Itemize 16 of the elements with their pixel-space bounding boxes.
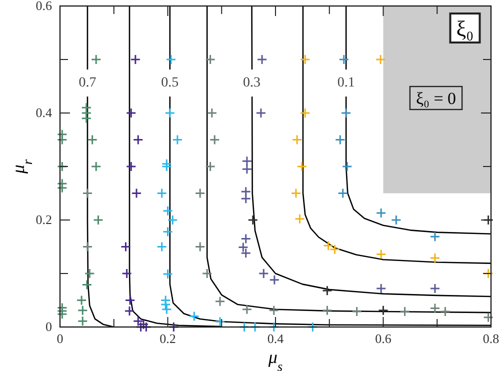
series-label: 0.5	[161, 76, 179, 91]
annotation: ξ₀ = 0	[416, 88, 456, 108]
x-axis-title: μ$_{s}$	[267, 347, 283, 371]
x-tick-label: 0.2	[160, 331, 176, 346]
x-tick-label: 0.6	[375, 331, 392, 346]
y-tick-label: 0.4	[36, 105, 52, 120]
x-tick-label: 0.8	[482, 331, 500, 346]
series-label: 0.7	[78, 76, 96, 91]
y-tick-label: 0	[46, 319, 52, 334]
chart-title: ξ₀	[456, 16, 474, 40]
series-label: 0.1	[337, 76, 355, 91]
x-tick-label: 0	[56, 331, 64, 346]
y-tick-label: 0.2	[36, 212, 52, 227]
x-tick-label: 0.4	[267, 331, 284, 346]
series-label: 0.3	[243, 76, 261, 91]
y-tick-label: 0.6	[36, 0, 52, 13]
